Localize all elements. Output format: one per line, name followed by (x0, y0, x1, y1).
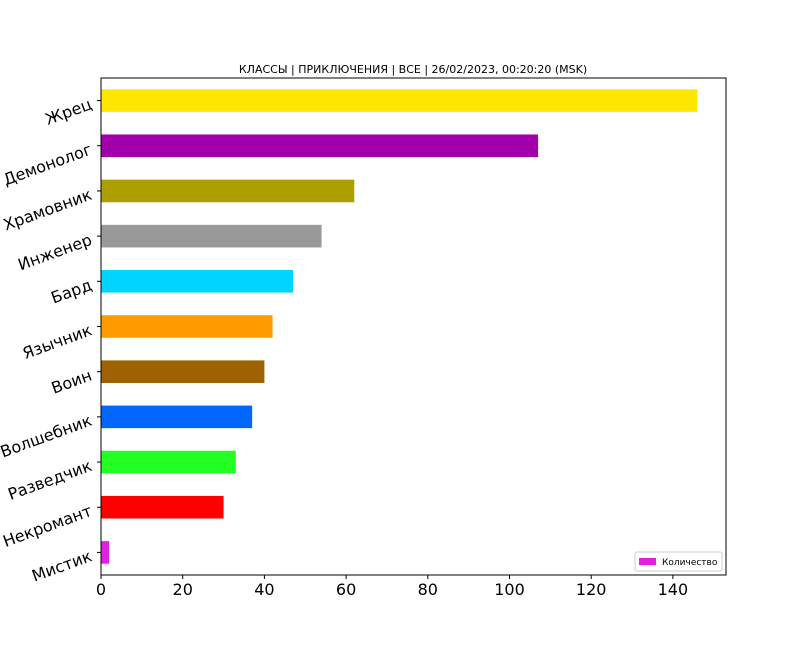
x-tick-label: 20 (173, 580, 193, 599)
bars-group (101, 89, 698, 564)
x-tick-label: 100 (494, 580, 525, 599)
legend: Количество (634, 551, 723, 572)
bar-9 (101, 450, 236, 474)
y-tick-label: Демонолог (1, 140, 95, 190)
bar-2 (101, 134, 539, 158)
y-tick-label: Храмовник (1, 185, 95, 235)
chart-title: КЛАССЫ | ПРИКЛЮЧЕНИЯ | ВСЕ | 26/02/2023,… (239, 63, 587, 76)
bar-3 (101, 179, 355, 203)
y-tick-label: Инженер (15, 230, 94, 274)
y-tick-label: Мистик (29, 546, 94, 585)
plot-frame (100, 77, 727, 576)
y-tick-label: Некромант (0, 501, 94, 551)
y-tick-label: Жрец (43, 94, 95, 128)
bar-1 (101, 89, 698, 112)
bar-7 (101, 360, 265, 383)
x-axis-ticks: 0 20 40 60 80 100 120 140 (96, 575, 688, 599)
bar-6 (101, 315, 273, 338)
legend-box (634, 551, 723, 572)
y-tick-label: Язычник (20, 320, 95, 363)
x-tick-label: 140 (658, 580, 689, 599)
x-tick-label: 0 (96, 580, 106, 599)
bar-8 (101, 405, 253, 429)
bar-5 (101, 270, 293, 293)
legend-label: Количество (662, 558, 718, 568)
bar-11 (101, 541, 110, 564)
bar-4 (101, 224, 322, 248)
x-tick-label: 40 (254, 580, 274, 599)
y-tick-label: Волшебник (0, 411, 95, 462)
bar-10 (101, 495, 224, 519)
y-tick-label: Разведчик (5, 456, 94, 504)
y-tick-label: Воин (49, 366, 95, 398)
x-tick-label: 80 (418, 580, 438, 599)
x-tick-label: 120 (576, 580, 607, 599)
y-tick-label: Бард (48, 275, 94, 307)
legend-swatch (639, 558, 656, 565)
x-tick-label: 60 (336, 580, 356, 599)
